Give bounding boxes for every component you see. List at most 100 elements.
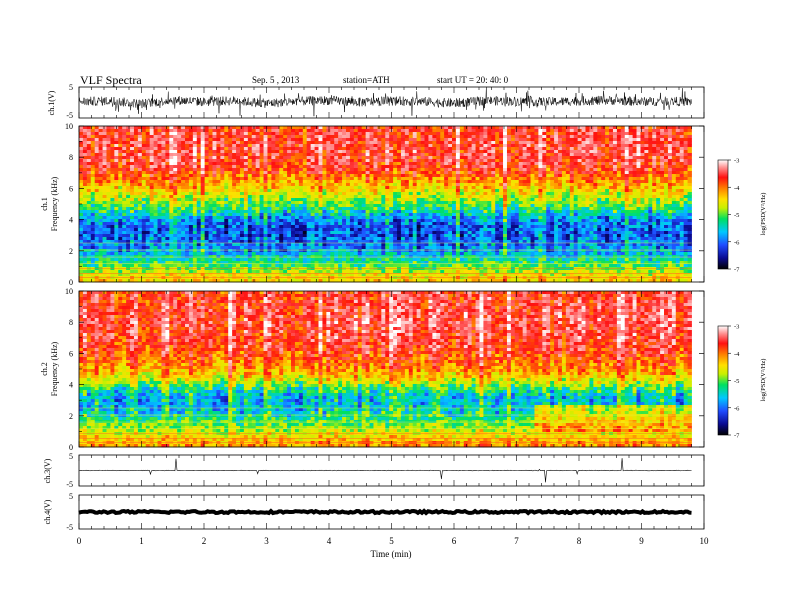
spectrogram-cell — [126, 207, 131, 211]
spectrogram-cell — [632, 162, 637, 166]
spectrogram-cell — [644, 210, 649, 214]
spectrogram-cell — [381, 153, 386, 157]
spectrogram-cell — [687, 183, 692, 187]
spectrogram-cell — [416, 174, 421, 178]
spectrogram-cell — [133, 168, 139, 172]
spectrogram-cell — [263, 195, 268, 199]
spectrogram-cell — [220, 159, 225, 163]
spectrogram-cell — [546, 189, 551, 193]
spectrogram-cell — [212, 189, 217, 193]
spectrogram-cell — [243, 159, 249, 163]
spectrogram-cell — [302, 141, 308, 145]
spectrogram-cell — [479, 159, 484, 163]
spectrogram-cell — [538, 135, 543, 139]
spectrogram-cell — [369, 180, 374, 184]
spectrogram-cell — [267, 201, 272, 205]
spectrogram-cell — [357, 195, 363, 199]
spectrogram-cell — [133, 144, 139, 148]
spectrogram-cell — [122, 126, 127, 130]
spectrogram-cell — [165, 138, 170, 142]
spectrogram-cell — [632, 183, 637, 187]
spectrogram-cell — [522, 168, 527, 172]
spectrogram-cell — [393, 162, 398, 166]
spectrogram-cell — [334, 150, 339, 154]
spectrogram-cell — [514, 204, 520, 208]
spectrogram-cell — [404, 159, 410, 163]
spectrogram-cell — [620, 216, 626, 220]
spectrogram-cell — [185, 210, 190, 214]
spectrogram-cell — [267, 129, 272, 133]
spectrogram-cell — [463, 174, 469, 178]
spectrogram-cell — [318, 132, 323, 136]
spectrogram-cell — [463, 204, 469, 208]
spectrogram-cell — [644, 132, 649, 136]
spectrogram-cell — [165, 207, 170, 211]
spectrogram-cell — [656, 219, 661, 223]
spectrogram-cell — [687, 135, 692, 139]
spectrogram-cell — [597, 159, 602, 163]
spectrogram-cell — [208, 177, 213, 181]
spectrogram-cell — [679, 204, 685, 208]
spectrogram-cell — [322, 129, 327, 133]
spectrogram-cell — [569, 183, 575, 187]
spectrogram-cell — [534, 144, 539, 148]
spectrogram-cell — [338, 201, 343, 205]
spectrogram-cell — [471, 141, 476, 145]
spectrogram-cell — [361, 171, 367, 175]
spectrogram-cell — [90, 162, 96, 166]
spectrogram-cell — [479, 186, 484, 190]
spectrogram-cell — [675, 147, 681, 151]
spectrogram-cell — [432, 210, 437, 214]
spectrogram-cell — [287, 171, 292, 175]
spectrogram-cell — [448, 219, 453, 223]
spectrogram-cell — [275, 195, 280, 199]
spectrogram-cell — [141, 195, 147, 199]
spectrogram-cell — [452, 204, 457, 208]
spectrogram-cell — [90, 195, 96, 199]
spectrogram-cell — [393, 219, 398, 223]
spectrogram-cell — [126, 147, 131, 151]
spectrogram-cell — [436, 213, 441, 217]
spectrogram-cell — [483, 216, 488, 220]
spectrogram-cell — [224, 135, 229, 139]
spectrogram-cell — [389, 177, 394, 181]
spectrogram-cell — [165, 189, 170, 193]
spectrogram-cell — [283, 213, 288, 217]
spectrogram-cell — [287, 201, 292, 205]
spectrogram-cell — [475, 201, 480, 205]
spectrogram-cell — [188, 165, 194, 169]
spectrogram-cell — [675, 132, 681, 136]
spectrogram-cell — [302, 153, 308, 157]
spectrogram-cell — [291, 210, 296, 214]
spectrogram-cell — [514, 147, 520, 151]
spectrogram-cell — [432, 141, 437, 145]
spectrogram-cell — [263, 171, 268, 175]
spectrogram-cell — [495, 216, 500, 220]
spectrogram-cell — [228, 141, 233, 145]
spectrogram-cell — [185, 183, 190, 187]
spectrogram-cell — [514, 126, 520, 130]
spectrogram-cell — [389, 150, 394, 154]
spectrogram-cell — [153, 126, 158, 130]
spectrogram-cell — [310, 162, 315, 166]
spectrogram-cell — [644, 216, 649, 220]
spectrogram-cell — [385, 156, 390, 160]
spectrogram-cell — [664, 174, 669, 178]
spectrogram-cell — [177, 159, 182, 163]
spectrogram-cell — [416, 126, 421, 130]
spectrogram-cell — [400, 210, 406, 214]
spectrogram-cell — [130, 204, 135, 208]
spectrogram-cell — [98, 192, 103, 196]
spectrogram-cell — [565, 156, 571, 160]
spectrogram-cell — [679, 147, 685, 151]
spectrogram-cell — [133, 195, 139, 199]
spectrogram-cell — [616, 171, 622, 175]
spectrogram-cell — [283, 219, 288, 223]
spectrogram-cell — [271, 204, 276, 208]
spectrogram-cell — [243, 180, 249, 184]
spectrogram-cell — [675, 177, 681, 181]
spectrogram-cell — [239, 213, 245, 217]
spectrogram-cell — [338, 141, 343, 145]
spectrogram-cell — [455, 186, 461, 190]
spectrogram-cell — [546, 150, 551, 154]
